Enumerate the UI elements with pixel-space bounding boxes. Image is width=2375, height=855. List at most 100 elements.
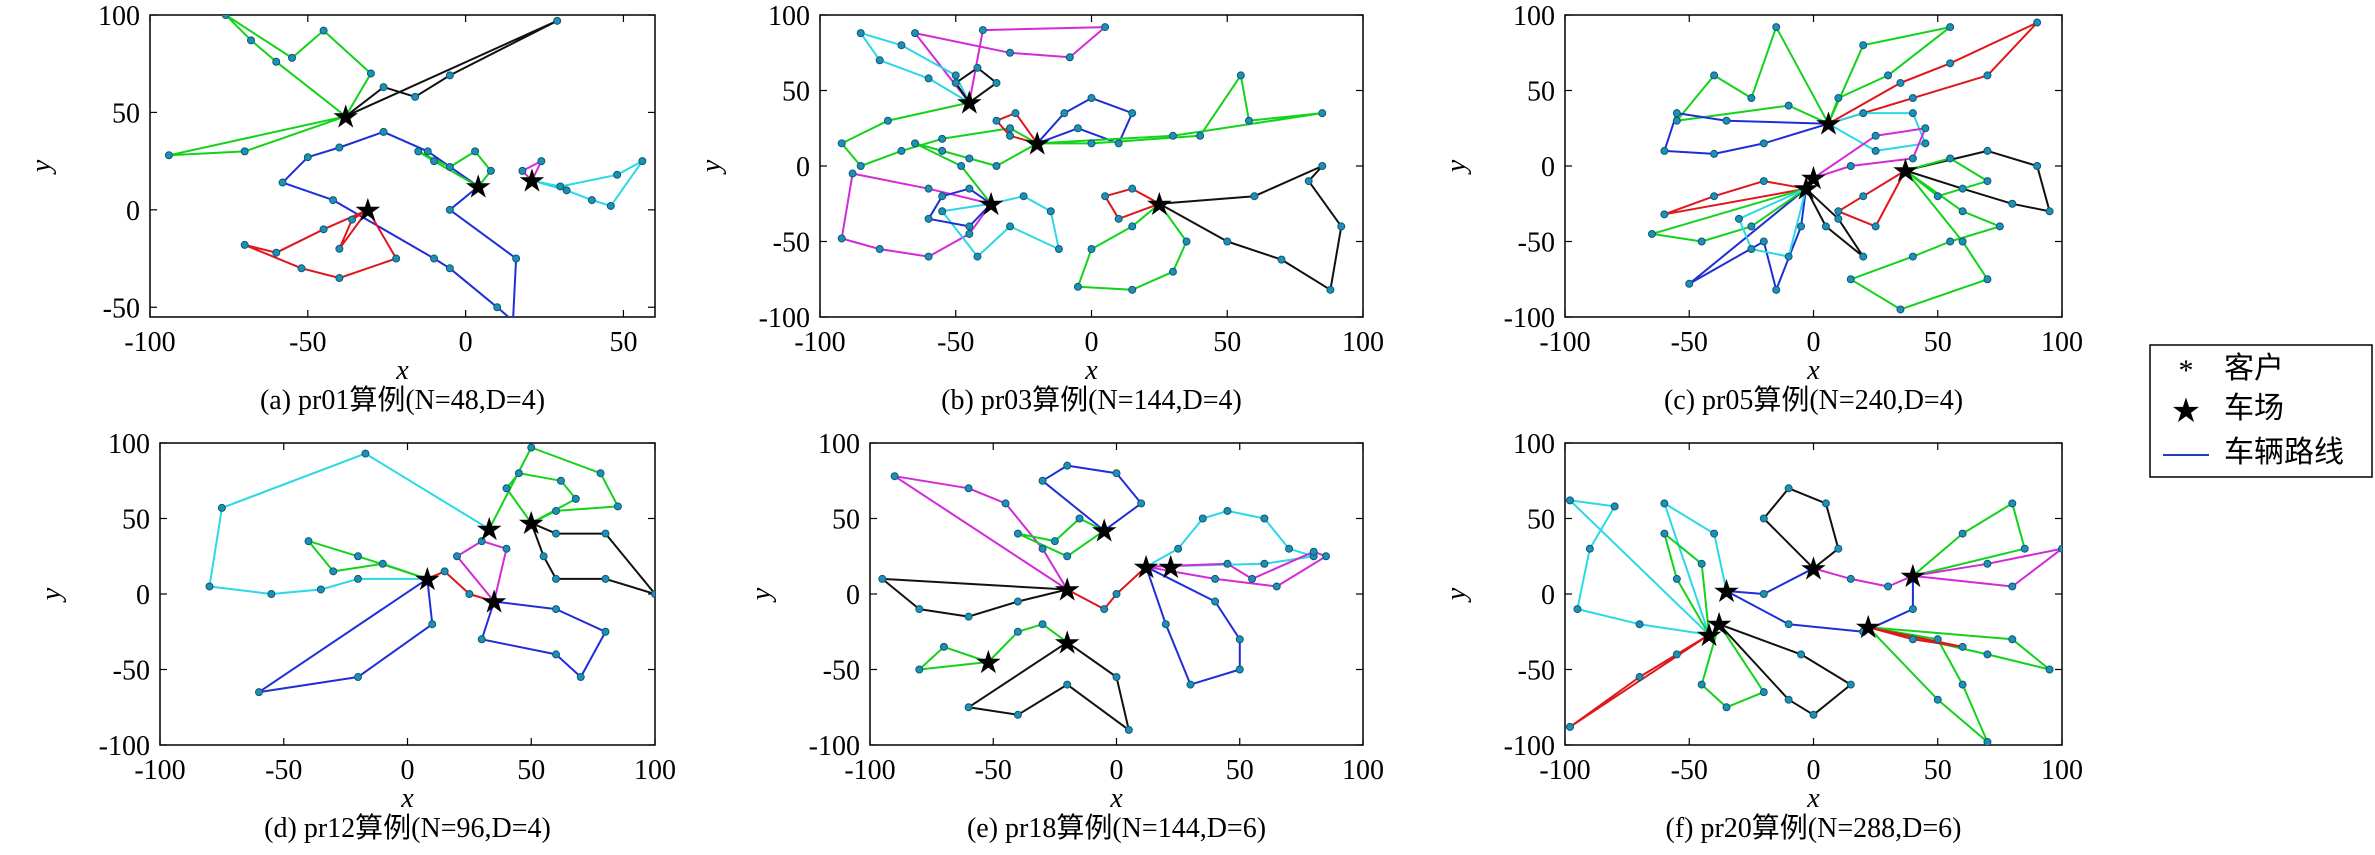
customer-point bbox=[1946, 154, 1955, 163]
y-tick-label: 100 bbox=[768, 1, 810, 32]
x-tick-label: 50 bbox=[609, 327, 637, 358]
customer-point bbox=[303, 153, 312, 162]
customer-point bbox=[423, 147, 432, 156]
customer-point bbox=[1672, 109, 1681, 118]
y-tick-label: 0 bbox=[126, 196, 140, 227]
plot-frame bbox=[149, 14, 656, 318]
depot-star: ★ bbox=[331, 98, 360, 134]
vehicle-route bbox=[505, 472, 577, 524]
customer-point bbox=[556, 182, 565, 191]
customer-point bbox=[217, 503, 226, 512]
depot-star: ★ bbox=[413, 561, 442, 597]
customer-point bbox=[1672, 116, 1681, 125]
customer-point bbox=[965, 229, 974, 238]
customer-point bbox=[1001, 499, 1010, 508]
depot-star: ★ bbox=[353, 192, 382, 228]
depot-star: ★ bbox=[1156, 549, 1185, 585]
vehicle-route bbox=[941, 195, 1060, 258]
customer-point bbox=[1114, 214, 1123, 223]
vehicle-route bbox=[531, 160, 644, 207]
customer-point bbox=[1784, 620, 1793, 629]
plot-frame bbox=[159, 442, 656, 746]
customer-point bbox=[1087, 139, 1096, 148]
customer-point bbox=[1896, 305, 1905, 314]
y-tick-label: -50 bbox=[1518, 228, 1555, 259]
vehicle-route bbox=[927, 187, 992, 228]
customer-point bbox=[1846, 574, 1855, 583]
panel-caption: (c) pr05算例(N=240,D=4) bbox=[1664, 384, 1963, 416]
customer-point bbox=[1114, 139, 1123, 148]
customer-point bbox=[272, 248, 281, 257]
panel-caption: (d) pr12算例(N=96,D=4) bbox=[264, 812, 551, 844]
customer-point bbox=[348, 215, 356, 224]
customer-point bbox=[1223, 559, 1232, 568]
customer-point bbox=[267, 590, 276, 598]
customer-point bbox=[430, 157, 439, 166]
y-tick-label: 50 bbox=[112, 98, 140, 129]
customer-point bbox=[553, 16, 562, 25]
customer-point bbox=[1100, 605, 1109, 614]
customer-point bbox=[493, 303, 502, 312]
customer-point bbox=[329, 196, 338, 205]
depot-star: ★ bbox=[464, 168, 493, 204]
customer-point bbox=[1168, 267, 1177, 276]
customer-point bbox=[964, 703, 973, 712]
customer-point bbox=[1722, 116, 1731, 125]
customer-point bbox=[1223, 506, 1232, 515]
customer-point bbox=[297, 264, 306, 273]
customer-point bbox=[1933, 695, 1942, 704]
customer-point bbox=[471, 147, 480, 156]
customer-point bbox=[378, 559, 387, 568]
customer-point bbox=[1908, 94, 1917, 103]
y-tick-label: 100 bbox=[108, 429, 150, 460]
x-tick-label: -50 bbox=[937, 327, 974, 358]
customer-point bbox=[527, 443, 536, 452]
customer-point bbox=[1759, 590, 1768, 598]
customer-point bbox=[552, 529, 560, 538]
customer-point bbox=[1060, 109, 1069, 118]
customer-point bbox=[1073, 282, 1082, 291]
x-tick-label: 0 bbox=[459, 327, 473, 358]
customer-point bbox=[379, 127, 388, 136]
customer-point bbox=[651, 590, 655, 598]
y-tick-label: -50 bbox=[103, 293, 140, 324]
customer-point bbox=[1722, 703, 1731, 712]
customer-point bbox=[1161, 620, 1170, 629]
customer-point bbox=[1112, 590, 1121, 598]
routes: ★ ★ ★ ★ bbox=[837, 23, 1346, 294]
customer-point bbox=[1958, 184, 1967, 193]
y-axis-label: y bbox=[1441, 587, 1472, 603]
customer-point bbox=[965, 154, 974, 163]
y-tick-label: -50 bbox=[823, 656, 860, 687]
customer-point bbox=[255, 688, 263, 697]
depot-star: ★ bbox=[1695, 617, 1724, 653]
customer-point bbox=[1013, 529, 1022, 538]
vehicle-route bbox=[1718, 623, 1852, 716]
customer-point bbox=[878, 574, 887, 583]
y-axis-label: y bbox=[36, 587, 67, 603]
customer-point bbox=[992, 162, 1001, 170]
customer-point bbox=[924, 252, 933, 261]
customer-point bbox=[1710, 192, 1719, 201]
customer-point bbox=[911, 139, 920, 148]
customer-point bbox=[2008, 582, 2017, 591]
vehicle-route bbox=[281, 130, 518, 317]
customer-point bbox=[938, 134, 947, 143]
customer-point bbox=[837, 234, 846, 243]
depot-star: ★ bbox=[1799, 550, 1828, 586]
depot-star: ★ bbox=[1899, 558, 1928, 594]
customer-point bbox=[638, 157, 647, 166]
customer-point bbox=[596, 469, 605, 478]
depot-star: ★ bbox=[1712, 573, 1741, 609]
customer-point bbox=[512, 316, 514, 317]
customer-point bbox=[1565, 722, 1574, 731]
customer-point bbox=[1038, 620, 1047, 629]
panel-caption: (e) pr18算例(N=144,D=6) bbox=[967, 812, 1266, 844]
customer-point bbox=[2045, 207, 2054, 216]
legend-customer-marker: * bbox=[2179, 354, 2194, 387]
routes: ★ ★ ★ ★ bbox=[164, 15, 647, 317]
customer-point bbox=[1784, 101, 1793, 110]
customer-point bbox=[1908, 109, 1917, 118]
customer-point bbox=[1128, 222, 1137, 231]
x-tick-label: 50 bbox=[1226, 755, 1254, 786]
